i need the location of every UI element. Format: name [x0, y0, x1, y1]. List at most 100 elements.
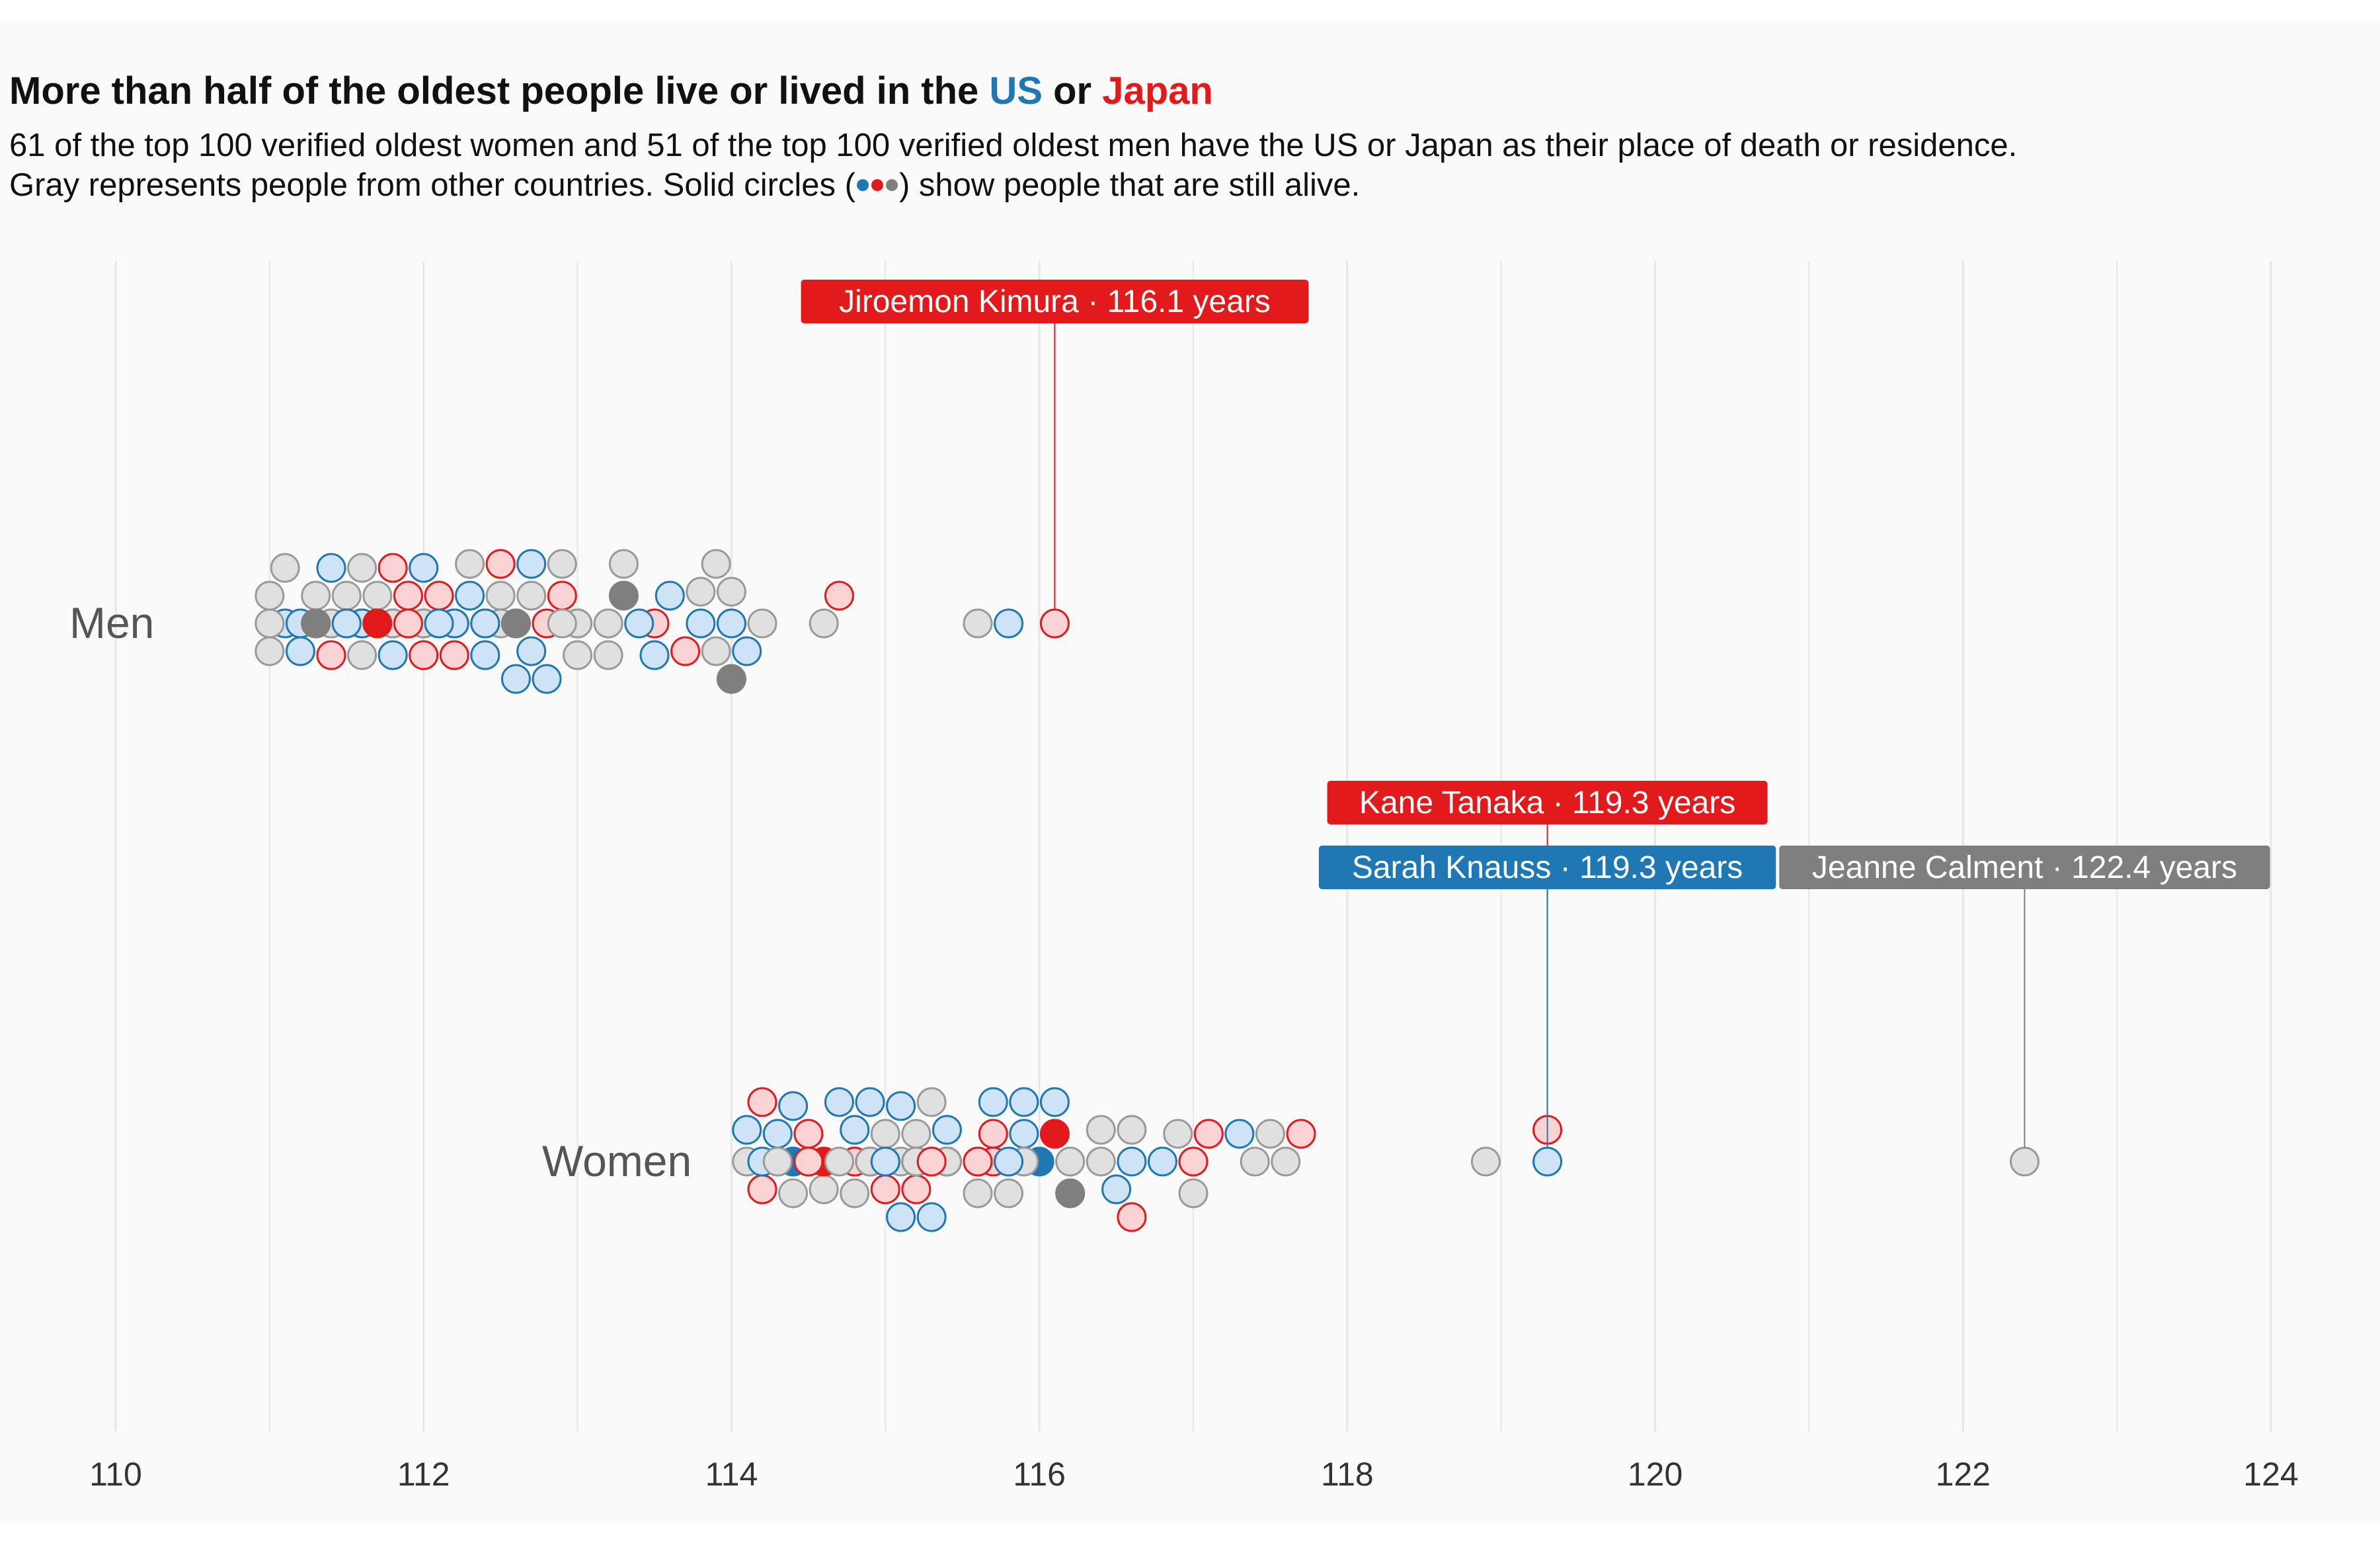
data-point [624, 608, 654, 639]
data-point [516, 549, 547, 579]
gridlines [114, 261, 2272, 1431]
data-point [701, 549, 731, 579]
data-point [593, 640, 623, 670]
data-point [1009, 1119, 1039, 1149]
data-point [1224, 1119, 1255, 1149]
data-point [455, 549, 485, 579]
x-tick-label: 124 [2243, 1456, 2298, 1493]
data-point [331, 580, 362, 611]
data-point [409, 640, 439, 670]
legend-dot-other [885, 179, 898, 192]
data-point [500, 608, 531, 639]
data-point [516, 636, 547, 666]
data-point [824, 580, 854, 611]
data-point [870, 1119, 900, 1149]
data-point [793, 1119, 824, 1149]
data-point [1193, 1119, 1224, 1149]
data-point [686, 576, 716, 607]
data-point [994, 1146, 1024, 1177]
data-point [870, 1174, 900, 1205]
data-point [978, 1119, 1008, 1149]
data-point [377, 640, 408, 670]
data-point [1178, 1178, 1209, 1209]
annotation-label: Sarah Knauss · 119.3 years [1352, 850, 1743, 885]
data-point [886, 1091, 916, 1121]
data-point [978, 1087, 1008, 1117]
data-point [778, 1178, 809, 1209]
data-point [809, 608, 839, 639]
data-point [716, 664, 746, 694]
data-point [963, 608, 993, 639]
title-prefix: More than half of the oldest people live… [9, 69, 990, 112]
data-point [516, 580, 547, 611]
series-men [255, 549, 1070, 694]
data-point [778, 1091, 809, 1121]
data-point [932, 1115, 962, 1145]
data-point [886, 1202, 916, 1232]
data-point [1009, 1087, 1039, 1117]
data-point [1255, 1119, 1285, 1149]
data-point [901, 1119, 932, 1149]
data-point [963, 1178, 993, 1209]
data-point [762, 1146, 793, 1177]
data-point [824, 1146, 854, 1177]
data-point [485, 549, 516, 579]
data-point [255, 636, 285, 666]
data-point [547, 608, 577, 639]
data-point [963, 1146, 993, 1177]
data-point [994, 1178, 1024, 1209]
subtitle-line-2-after: ) show people that are still alive. [898, 167, 1361, 203]
subtitle-line-2: Gray represents people from other countr… [9, 167, 1360, 204]
annotation-box [1318, 846, 1776, 889]
data-point [1240, 1146, 1270, 1177]
x-tick-label: 112 [397, 1456, 450, 1493]
data-point [500, 664, 531, 694]
data-point [747, 1087, 777, 1117]
data-point [316, 553, 346, 583]
data-point [362, 580, 393, 611]
data-point [331, 608, 362, 639]
data-point [916, 1146, 947, 1177]
data-point [855, 1087, 885, 1117]
data-point [686, 608, 716, 639]
data-point [840, 1178, 870, 1209]
data-point [1086, 1146, 1116, 1177]
data-point [547, 580, 577, 611]
data-point [270, 553, 300, 583]
data-point [532, 664, 562, 694]
data-point [455, 580, 485, 611]
data-point [701, 636, 731, 666]
data-point [362, 608, 393, 639]
data-point [2009, 1146, 2040, 1177]
annotation-box [1779, 846, 2270, 889]
data-point [654, 580, 685, 611]
data-point [1163, 1119, 1193, 1149]
x-tick-label: 116 [1013, 1456, 1066, 1493]
data-point [762, 1119, 793, 1149]
data-point [285, 636, 315, 666]
data-point [1271, 1146, 1301, 1177]
annotation-label: Jiroemon Kimura · 116.1 years [839, 284, 1271, 319]
data-point [1086, 1115, 1116, 1145]
data-point [393, 608, 423, 639]
data-point [563, 640, 593, 670]
data-point [809, 1174, 839, 1205]
chart-title: More than half of the oldest people live… [9, 69, 1213, 113]
data-point [732, 636, 762, 666]
data-point [470, 640, 500, 670]
data-point [732, 1115, 762, 1145]
data-point [347, 553, 377, 583]
group-label-women: Women [542, 1136, 692, 1185]
data-point [916, 1087, 947, 1117]
title-japan: Japan [1102, 69, 1213, 112]
annotation-labels: Jiroemon Kimura · 116.1 years Kane Tanaka… [801, 280, 2270, 889]
annotation-label: Jeanne Calment · 122.4 years [1812, 850, 2237, 885]
annotation-lines [1054, 318, 2026, 1148]
data-point [1055, 1178, 1086, 1209]
data-point [347, 640, 377, 670]
data-point [1117, 1146, 1147, 1177]
x-tick-label: 120 [1628, 1456, 1683, 1493]
data-point [670, 636, 701, 666]
data-point [255, 608, 285, 639]
data-point [994, 608, 1024, 639]
